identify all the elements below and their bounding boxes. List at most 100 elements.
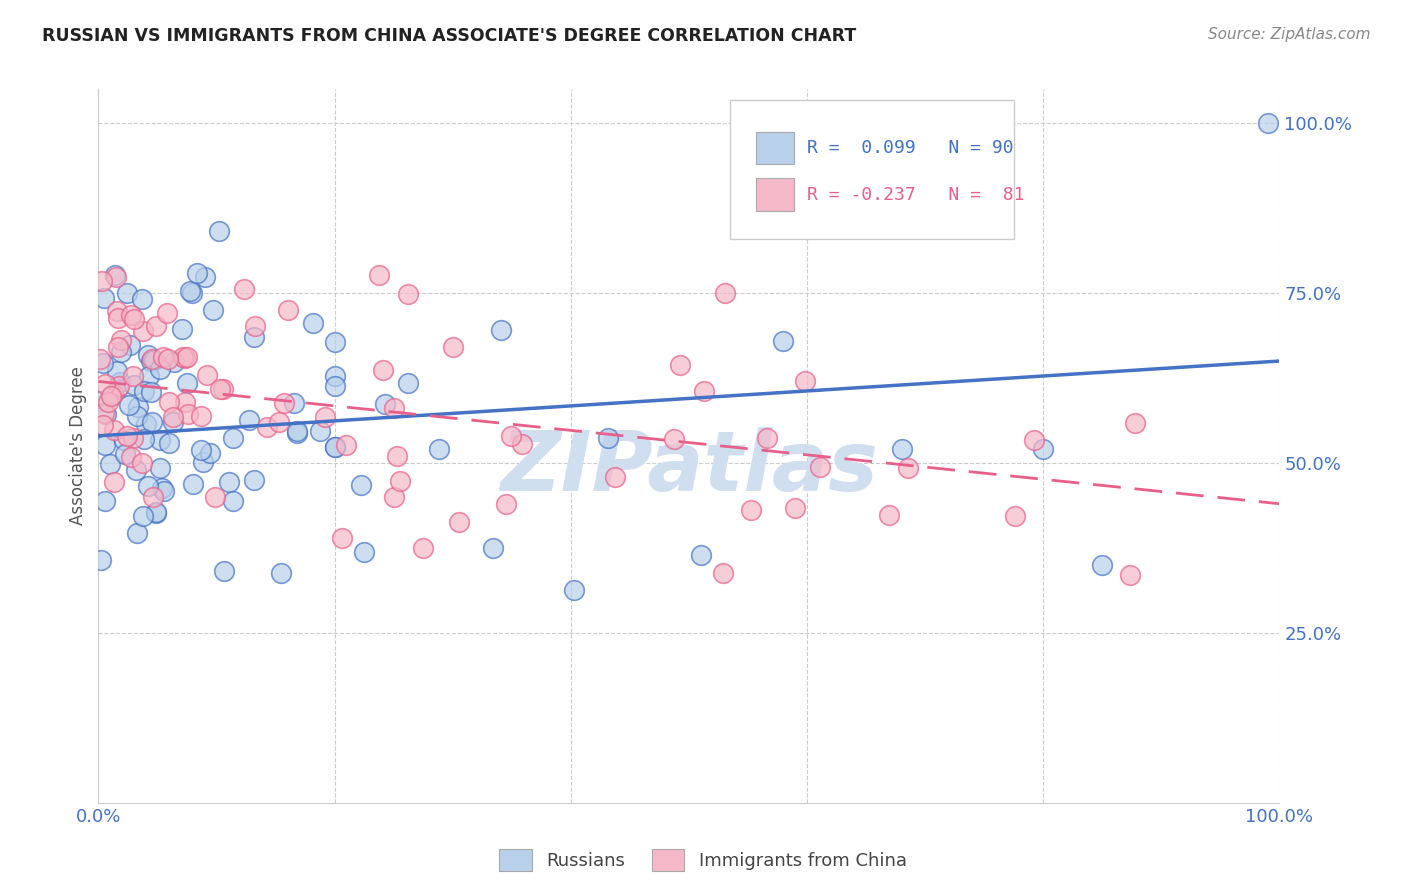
Point [1091, 558, 1114, 572]
Point [350, 478, 373, 492]
Point [100, 389, 122, 403]
Point [125, 526, 148, 541]
Point [150, 481, 173, 495]
Point [93, 291, 115, 305]
Point [382, 401, 405, 415]
Point [1119, 568, 1142, 582]
Text: R = -0.237   N =  81: R = -0.237 N = 81 [807, 186, 1025, 203]
Point [157, 395, 180, 409]
Point [136, 479, 159, 493]
Point [132, 432, 155, 446]
Point [412, 541, 434, 555]
Point [94, 438, 117, 452]
Point [323, 379, 346, 393]
Text: Source: ZipAtlas.com: Source: ZipAtlas.com [1208, 27, 1371, 42]
Point [103, 423, 125, 437]
Point [120, 450, 142, 464]
FancyBboxPatch shape [730, 100, 1014, 239]
Point [218, 475, 240, 489]
Point [495, 497, 517, 511]
Point [1022, 434, 1045, 448]
Point [482, 541, 505, 555]
Point [323, 440, 346, 454]
Point [105, 269, 128, 284]
Point [212, 564, 235, 578]
FancyBboxPatch shape [756, 132, 794, 164]
Point [125, 463, 148, 477]
Point [499, 429, 522, 443]
Point [562, 583, 585, 598]
Legend: Russians, Immigrants from China: Russians, Immigrants from China [492, 842, 914, 879]
Point [374, 397, 396, 411]
Point [110, 333, 132, 347]
Point [156, 306, 179, 320]
Point [793, 375, 815, 389]
Point [131, 292, 153, 306]
Point [890, 442, 912, 457]
Point [385, 449, 408, 463]
Point [91, 356, 114, 370]
Point [1004, 509, 1026, 524]
Point [209, 382, 232, 396]
Point [145, 506, 167, 520]
Point [270, 566, 292, 580]
Point [740, 503, 762, 517]
Point [323, 335, 346, 350]
Point [689, 548, 711, 562]
Point [94, 376, 117, 391]
Point [107, 340, 129, 354]
Point [172, 350, 194, 364]
Point [114, 447, 136, 461]
Point [441, 340, 464, 354]
Point [115, 285, 138, 300]
Point [308, 424, 330, 438]
Point [149, 461, 172, 475]
Point [153, 483, 176, 498]
Point [135, 417, 157, 431]
Point [664, 432, 686, 446]
Point [222, 432, 245, 446]
Point [108, 375, 131, 389]
Point [193, 455, 215, 469]
Point [162, 415, 184, 429]
Point [170, 322, 193, 336]
Point [91, 418, 114, 433]
Point [877, 508, 900, 522]
Point [89, 352, 111, 367]
Point [87, 393, 110, 408]
Point [143, 353, 166, 368]
Point [204, 490, 226, 504]
Point [118, 337, 141, 351]
Point [693, 384, 716, 399]
Point [136, 349, 159, 363]
Point [121, 432, 143, 446]
Point [131, 456, 153, 470]
Point [489, 322, 512, 336]
Text: ZIPatlas: ZIPatlas [501, 427, 877, 508]
Point [124, 377, 146, 392]
Point [368, 268, 391, 282]
Point [396, 376, 419, 390]
Point [96, 407, 118, 421]
Point [427, 442, 450, 456]
Point [238, 413, 260, 427]
Point [134, 384, 156, 398]
Point [112, 433, 135, 447]
Point [125, 409, 148, 424]
Point [179, 284, 201, 298]
Point [772, 334, 794, 348]
Point [149, 433, 172, 447]
Point [89, 553, 111, 567]
Point [669, 358, 692, 372]
Point [162, 410, 184, 425]
Point [603, 470, 626, 484]
Point [314, 409, 336, 424]
Point [98, 457, 121, 471]
Point [142, 490, 165, 504]
Point [118, 398, 141, 412]
Point [335, 438, 357, 452]
Point [183, 477, 205, 491]
Point [243, 318, 266, 333]
Point [1123, 416, 1146, 430]
Point [122, 312, 145, 326]
